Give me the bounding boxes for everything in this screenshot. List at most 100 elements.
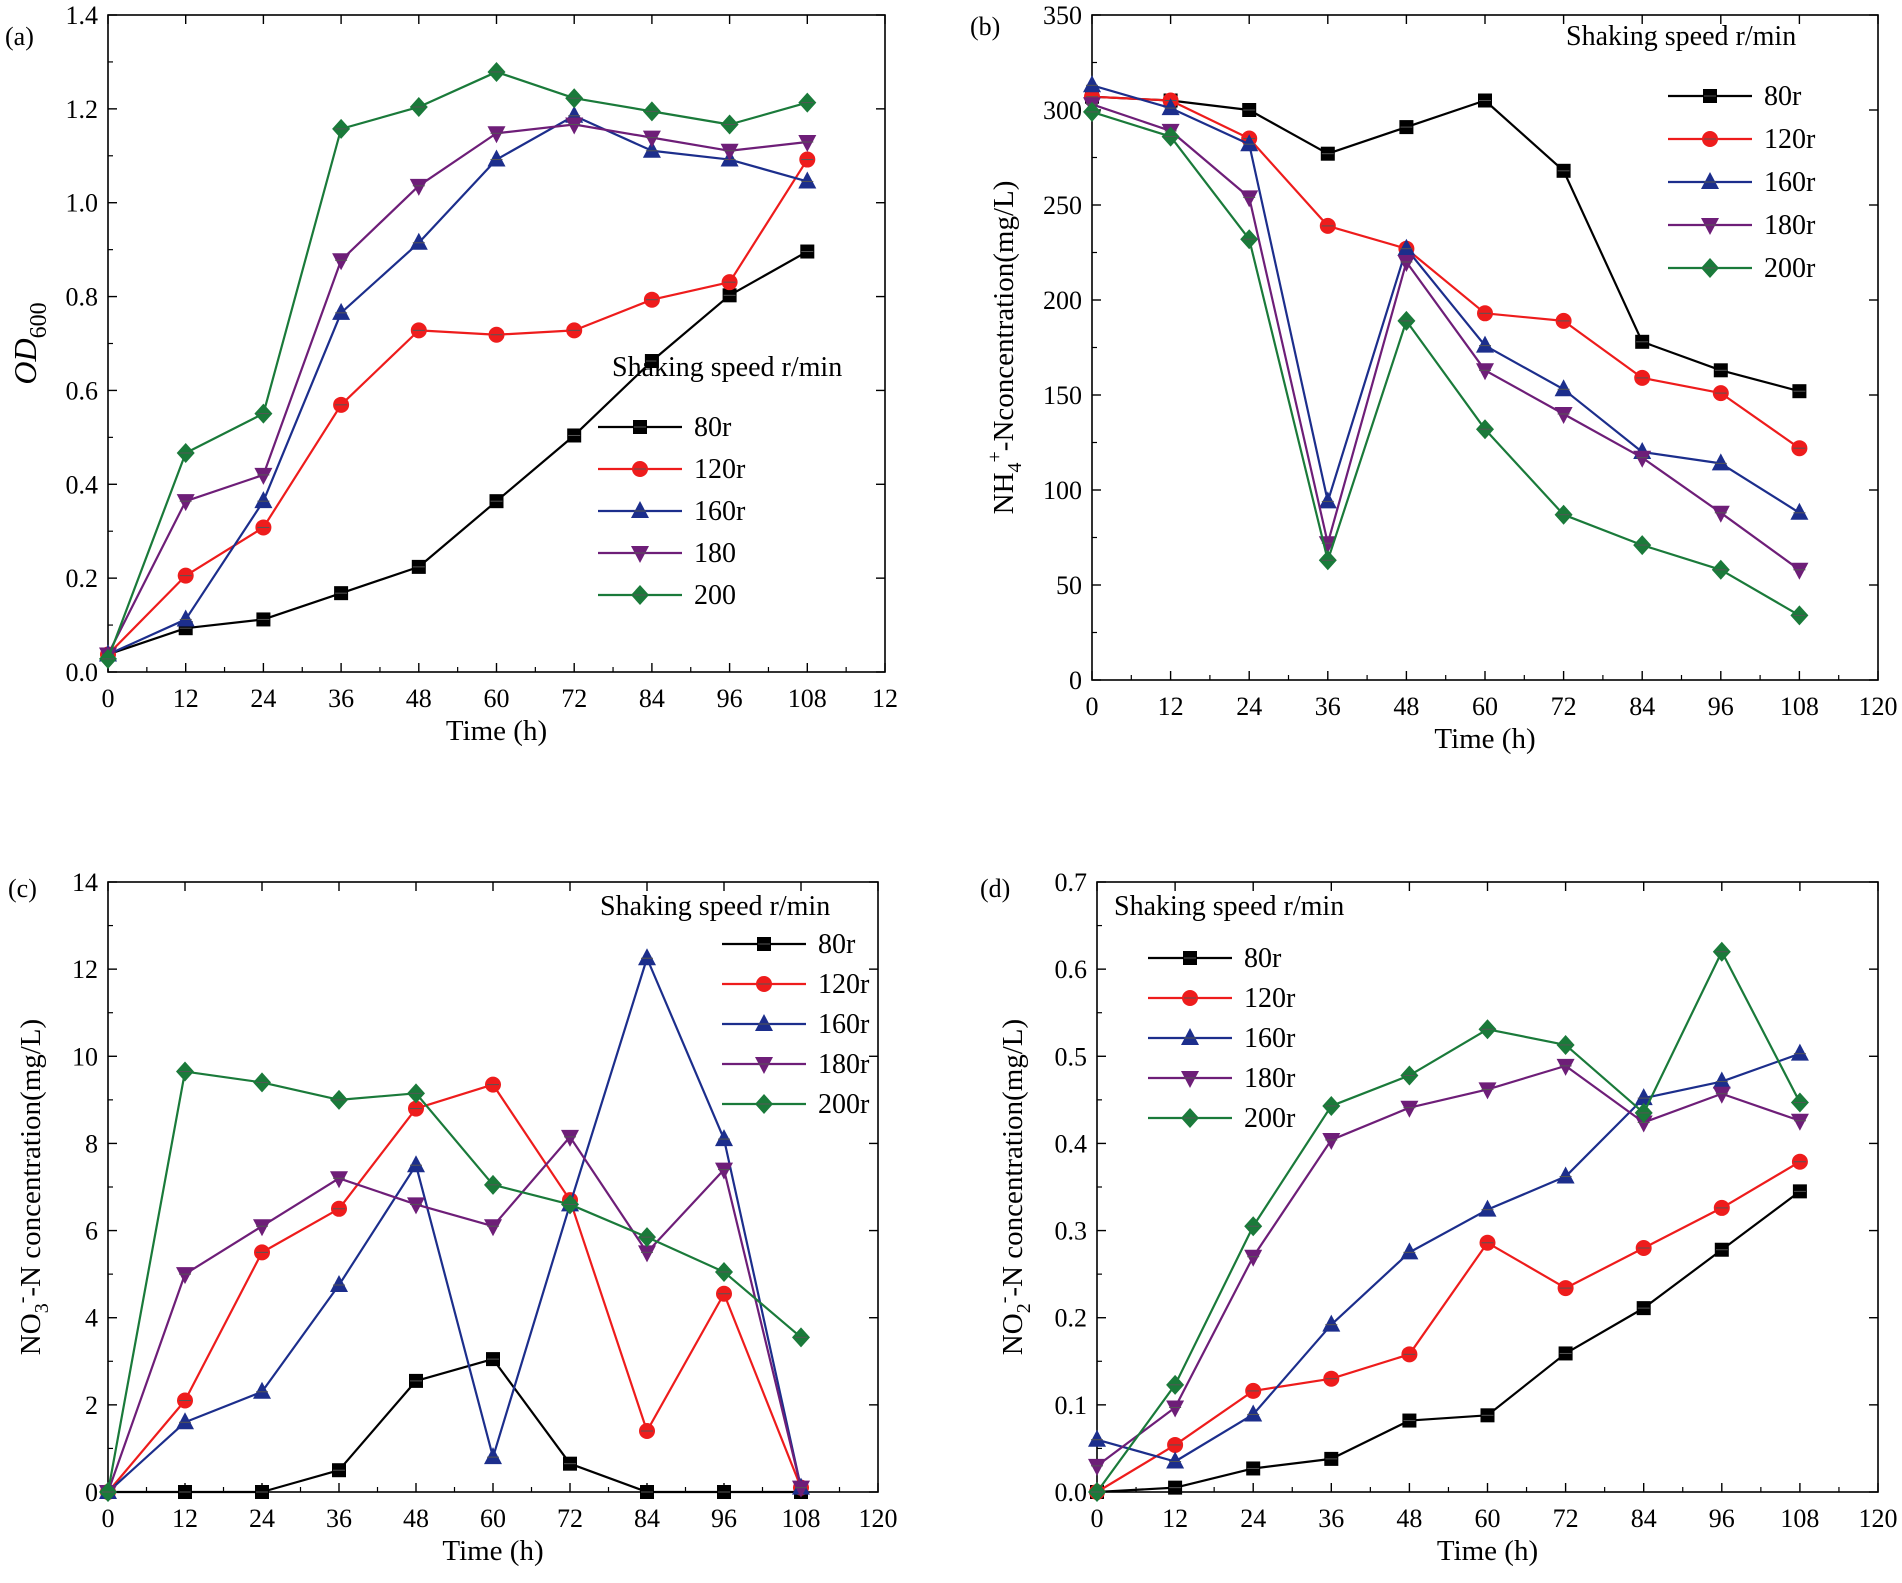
- series-120r: [1084, 88, 1808, 457]
- legend-label: 80r: [818, 929, 856, 960]
- series-line-180: [107, 123, 808, 655]
- y-axis-title-suffix: -N concentration(mg/L): [15, 1019, 47, 1297]
- data-point-160r: [642, 140, 661, 158]
- data-point-180r: [176, 1267, 194, 1285]
- series-180r: [99, 1129, 810, 1502]
- x-tick-label: 24: [1236, 692, 1262, 721]
- series-line-200r: [106, 1070, 802, 1493]
- y-axis-title-subscript: 3: [31, 1303, 53, 1313]
- y-tick-label: 1.0: [66, 189, 99, 218]
- data-point-160r: [1083, 75, 1101, 93]
- data-point-160r: [1476, 335, 1494, 353]
- y-tick-label: 6: [85, 1217, 98, 1246]
- x-tick-label: 96: [1709, 1504, 1735, 1533]
- legend-item-80r: 80r: [1148, 943, 1282, 974]
- y-tick-label: 0.3: [1055, 1217, 1088, 1246]
- y-tick-label: 0.2: [1055, 1304, 1088, 1333]
- data-point-160r: [1790, 1043, 1809, 1061]
- x-tick-label: 108: [782, 1504, 821, 1533]
- x-tick-label: 72: [561, 684, 587, 713]
- x-tick-label: 0: [1091, 1504, 1104, 1533]
- x-tick-label: 12: [1162, 1504, 1188, 1533]
- series-160r: [1088, 1043, 1809, 1469]
- x-tick-label: 48: [406, 684, 432, 713]
- y-axis-title-prefix: NH: [988, 472, 1020, 514]
- legend-label: 200: [694, 580, 736, 611]
- data-point-160r: [1240, 134, 1259, 152]
- legend-label: 80r: [694, 412, 732, 443]
- legend-item-200r: 200r: [1148, 1103, 1296, 1134]
- data-point-180: [409, 178, 428, 196]
- data-point-160r: [715, 1129, 733, 1147]
- legend-label: 200r: [1244, 1103, 1296, 1134]
- y-axis-title-suffix: -Nconcentration(mg/L): [988, 181, 1020, 452]
- y-axis-title: NO2--N concentration(mg/L): [993, 1019, 1035, 1355]
- y-tick-label: 250: [1043, 191, 1082, 220]
- legend-item-80r: 80r: [722, 929, 856, 960]
- data-point-160r: [1166, 1451, 1185, 1469]
- x-tick-label: 48: [1396, 1504, 1422, 1533]
- panel-b-ammonium: 0 12 24 36 48 60 72 84 96 108 120 0 50 100 150 200 250 30…: [970, 1, 1898, 755]
- plot-frame: [1096, 881, 1879, 1493]
- legend-item-160r: 160r: [1148, 1023, 1296, 1054]
- x-tick-label: 0: [1086, 692, 1099, 721]
- data-point-180r: [1322, 1132, 1341, 1150]
- panel-label: (d): [980, 874, 1010, 903]
- panel-label: (c): [8, 874, 37, 903]
- x-tick-label: 84: [634, 1504, 660, 1533]
- y-tick-label: 0.4: [66, 470, 99, 499]
- series-120r: [1089, 1153, 1808, 1500]
- series-line-180r: [1096, 1064, 1801, 1467]
- legend-item-180r: 180r: [1148, 1063, 1296, 1094]
- x-tick-label: 24: [249, 1504, 275, 1533]
- y-tick-label: 150: [1043, 381, 1082, 410]
- y-tick-label: 0.2: [66, 564, 99, 593]
- x-tick-label: 60: [1472, 692, 1498, 721]
- legend-item-180r: 180r: [722, 1049, 870, 1080]
- legend-item-120r: 120r: [598, 454, 746, 485]
- series-200r: [1083, 101, 1809, 626]
- x-tick-label: 36: [326, 1504, 352, 1533]
- x-tick-label: 84: [639, 684, 665, 713]
- x-tick-label: 12: [173, 684, 199, 713]
- legend-marker: [1701, 218, 1719, 235]
- legend-item-120r: 120r: [1148, 983, 1296, 1014]
- data-point-180r: [1166, 1400, 1185, 1418]
- data-point-160r: [176, 1412, 194, 1430]
- x-axis-title: Time (h): [1434, 723, 1535, 755]
- data-point-180r: [1554, 407, 1573, 424]
- data-point-180r: [1633, 450, 1652, 468]
- data-point-160r: [638, 948, 656, 966]
- series-line-80r: [108, 1358, 801, 1494]
- series-200: [99, 61, 817, 669]
- series-line-160r: [107, 957, 803, 1493]
- data-point-180r: [1790, 562, 1809, 580]
- data-point-160r: [253, 1381, 271, 1399]
- legend-marker: [631, 546, 649, 563]
- data-point-180r: [330, 1171, 348, 1189]
- series-line-180r: [1091, 103, 1801, 571]
- legend-item-200r: 200r: [1668, 253, 1816, 284]
- x-tick-label: 36: [1318, 1504, 1344, 1533]
- series-line-160r: [107, 114, 808, 656]
- series-160r: [1083, 75, 1809, 520]
- data-point-160r: [1712, 1071, 1731, 1089]
- series-line-160r: [1096, 1052, 1801, 1463]
- x-tick-label: 120: [859, 1504, 898, 1533]
- y-tick-label: 8: [85, 1129, 98, 1158]
- x-tick-label: 96: [1708, 692, 1734, 721]
- legend-label: 180r: [1764, 210, 1816, 241]
- data-point-180: [642, 130, 661, 148]
- x-tick-label: 0: [102, 1504, 115, 1533]
- series-80r: [101, 244, 815, 662]
- legend-label: 80r: [1244, 943, 1282, 974]
- series-line-160r: [1091, 84, 1800, 514]
- data-point-180r: [1790, 1113, 1809, 1131]
- x-tick-label: 60: [480, 1504, 506, 1533]
- data-point-180r: [1088, 1458, 1106, 1476]
- y-axis-title-prefix: NO: [997, 1313, 1029, 1355]
- data-point-180r: [407, 1197, 425, 1215]
- series-line-120r: [107, 158, 809, 656]
- legend-item-120r: 120r: [1668, 124, 1816, 155]
